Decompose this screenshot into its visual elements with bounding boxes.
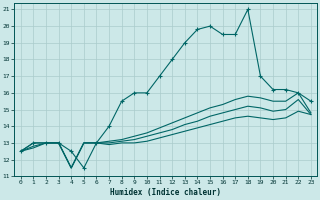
X-axis label: Humidex (Indice chaleur): Humidex (Indice chaleur) [110, 188, 221, 197]
